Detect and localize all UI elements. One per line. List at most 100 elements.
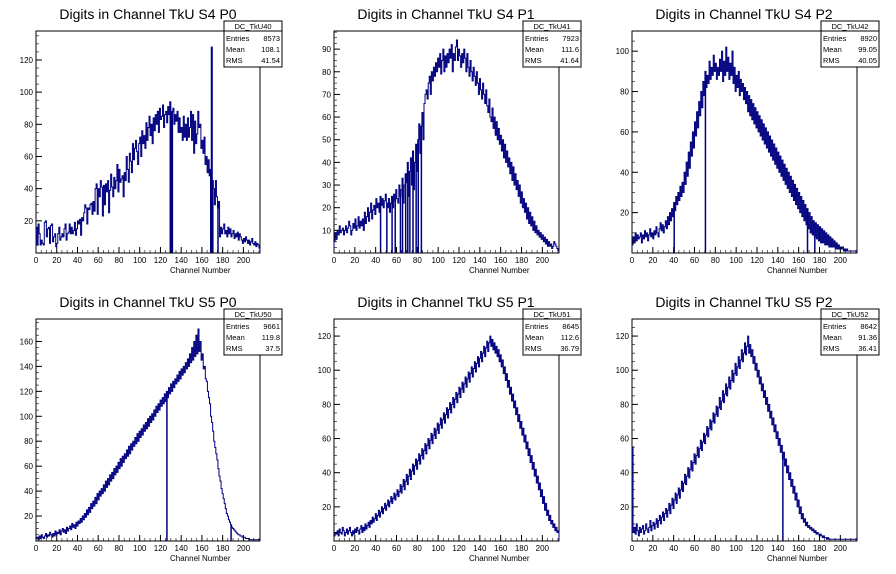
- y-tick-label: 100: [616, 47, 630, 56]
- x-tick-label: 100: [729, 544, 743, 553]
- stats-mean-label: Mean: [823, 333, 842, 342]
- x-tick-label: 40: [371, 256, 380, 265]
- x-axis-label: Channel Number: [767, 554, 828, 563]
- x-tick-label: 120: [452, 544, 466, 553]
- stats-mean-label: Mean: [525, 333, 544, 342]
- y-tick-label: 140: [20, 362, 34, 371]
- chart-title: Digits in Channel TkU S4 P1: [357, 6, 534, 22]
- y-tick-label: 40: [24, 185, 33, 194]
- y-tick-label: 40: [322, 469, 331, 478]
- y-tick-label: 80: [620, 88, 629, 97]
- x-tick-label: 180: [813, 256, 827, 265]
- y-tick-label: 40: [620, 168, 629, 177]
- stats-box-frame: [820, 20, 880, 68]
- x-tick-label: 140: [473, 256, 487, 265]
- chart-title: Digits in Channel TkU S4 P0: [59, 6, 236, 22]
- y-tick-label: 80: [620, 400, 629, 409]
- y-tick-label: 70: [322, 90, 331, 99]
- x-tick-label: 200: [237, 256, 251, 265]
- x-tick-label: 180: [216, 544, 230, 553]
- x-tick-label: 180: [515, 256, 529, 265]
- stats-name: DC_TkU42: [831, 22, 868, 31]
- x-tick-label: 40: [669, 544, 678, 553]
- x-tick-label: 160: [195, 256, 209, 265]
- y-tick-label: 20: [322, 503, 331, 512]
- x-tick-label: 140: [175, 256, 189, 265]
- histogram-series: [35, 46, 261, 253]
- y-tick-label: 20: [24, 217, 33, 226]
- stats-mean-value: 111.6: [561, 45, 579, 54]
- chart-title: Digits in Channel TkU S4 P2: [655, 6, 832, 22]
- stats-entries-value: 7923: [562, 34, 579, 43]
- stats-name: DC_TkU40: [234, 22, 271, 31]
- y-tick-label: 40: [24, 487, 33, 496]
- x-tick-label: 60: [690, 544, 699, 553]
- stats-entries-label: Entries: [525, 34, 549, 43]
- stats-box: DC_TkU50 Entries 9661 Mean 119.8 RMS 37.5: [223, 308, 283, 356]
- x-tick-label: 40: [371, 544, 380, 553]
- y-tick-label: 40: [620, 469, 629, 478]
- x-axis-label: Channel Number: [469, 266, 530, 275]
- stats-box: DC_TkU52 Entries 8642 Mean 91.36 RMS 36.41: [820, 308, 880, 356]
- y-tick-label: 80: [24, 437, 33, 446]
- y-tick-label: 60: [620, 435, 629, 444]
- y-tick-label: 120: [318, 332, 332, 341]
- stats-mean-value: 108.1: [261, 45, 280, 54]
- stats-entries-label: Entries: [823, 34, 847, 43]
- y-tick-label: 20: [620, 209, 629, 218]
- x-tick-label: 140: [771, 544, 785, 553]
- y-tick-label: 20: [620, 503, 629, 512]
- x-tick-label: 80: [711, 256, 720, 265]
- x-tick-label: 100: [431, 544, 445, 553]
- histogram-series: [333, 335, 560, 541]
- x-tick-label: 140: [771, 256, 785, 265]
- x-tick-label: 100: [133, 544, 147, 553]
- x-tick-label: 120: [750, 544, 764, 553]
- y-tick-label: 120: [616, 332, 630, 341]
- x-tick-label: 200: [536, 256, 550, 265]
- x-tick-label: 160: [195, 544, 209, 553]
- x-tick-label: 0: [630, 544, 635, 553]
- x-tick-label: 120: [154, 544, 168, 553]
- chart-title: Digits in Channel TkU S5 P0: [59, 294, 236, 310]
- stats-box-frame: [223, 308, 283, 356]
- stats-box-frame: [223, 20, 283, 68]
- y-tick-label: 60: [322, 435, 331, 444]
- stats-entries-value: 8645: [562, 322, 579, 331]
- stats-rms-value: 40.05: [858, 56, 877, 65]
- histogram-series: [333, 39, 560, 253]
- stats-rms-value: 41.64: [560, 56, 579, 65]
- stats-mean-value: 99.05: [858, 45, 877, 54]
- x-tick-label: 180: [813, 544, 827, 553]
- plot-frame: [35, 318, 261, 542]
- stats-mean-value: 91.36: [858, 333, 877, 342]
- stats-entries-value: 8920: [860, 34, 877, 43]
- stats-entries-label: Entries: [226, 322, 250, 331]
- x-tick-label: 20: [648, 256, 657, 265]
- stats-mean-label: Mean: [226, 45, 245, 54]
- x-tick-label: 80: [413, 544, 422, 553]
- plot-frame: [35, 30, 261, 254]
- stats-rms-label: RMS: [525, 344, 542, 353]
- x-tick-label: 40: [669, 256, 678, 265]
- x-tick-label: 140: [473, 544, 487, 553]
- x-tick-label: 160: [792, 544, 806, 553]
- stats-entries-value: 8642: [860, 322, 877, 331]
- x-tick-label: 160: [792, 256, 806, 265]
- x-tick-label: 100: [729, 256, 743, 265]
- stats-entries-label: Entries: [823, 322, 847, 331]
- stats-box-frame: [820, 308, 880, 356]
- histogram-panel-p4: Digits in Channel TkU S5 P1 0 20 40 60 80 100 1…: [318, 294, 582, 563]
- stats-mean-value: 119.8: [262, 333, 280, 342]
- stats-box-frame: [522, 20, 582, 68]
- x-tick-label: 0: [630, 256, 635, 265]
- x-tick-label: 0: [34, 256, 39, 265]
- x-tick-label: 160: [494, 256, 508, 265]
- x-tick-label: 180: [515, 544, 529, 553]
- y-tick-label: 60: [322, 113, 331, 122]
- y-tick-label: 100: [616, 366, 630, 375]
- stats-mean-label: Mean: [226, 333, 245, 342]
- stats-box: DC_TkU51 Entries 8645 Mean 112.6 RMS 36.79: [522, 308, 582, 356]
- x-tick-label: 20: [52, 544, 61, 553]
